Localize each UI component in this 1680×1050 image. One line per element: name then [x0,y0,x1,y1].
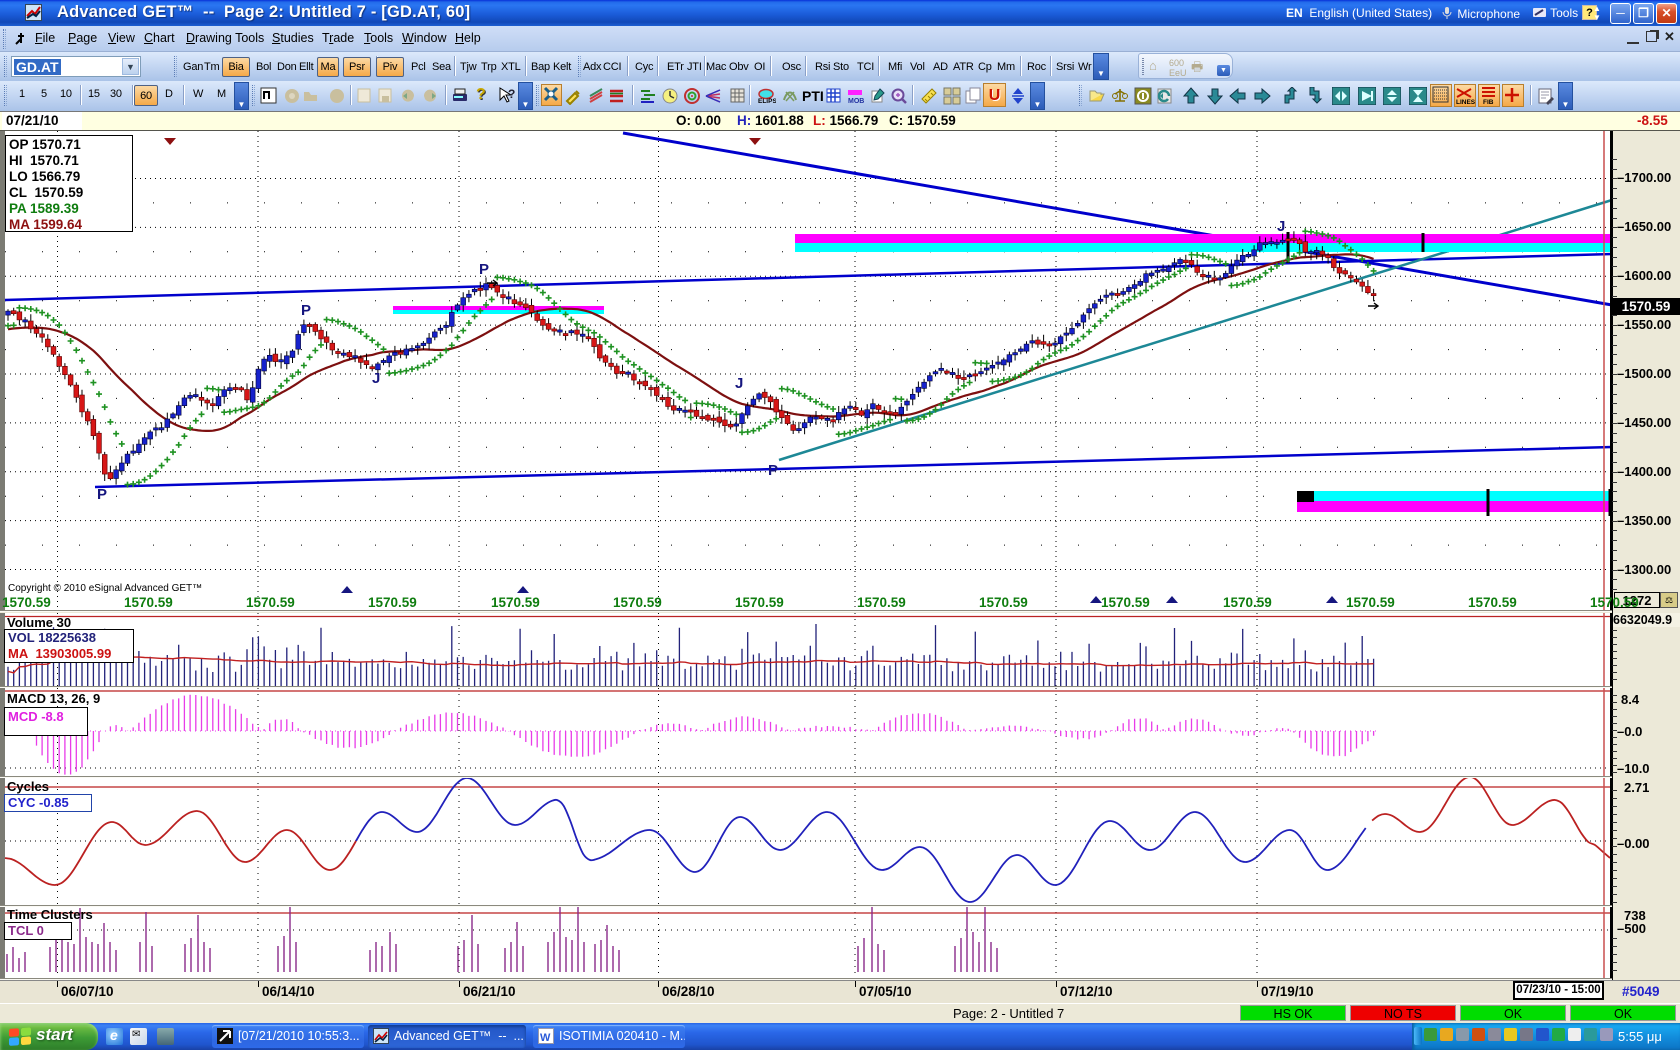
svg-text:P: P [479,261,489,278]
svg-text:J: J [372,370,380,387]
svg-text:W: W [540,1032,551,1044]
svg-text:P: P [301,302,311,319]
svg-text:ELiPS: ELiPS [758,98,776,105]
svg-text:P: P [768,462,778,479]
svg-text:P: P [97,486,107,503]
svg-text:FIB: FIB [1483,99,1494,106]
svg-text:MOB: MOB [848,98,864,105]
svg-text:LINES: LINES [1456,99,1475,106]
svg-text:?: ? [508,87,515,101]
svg-text:J: J [1277,218,1285,235]
svg-text:J: J [735,375,743,392]
